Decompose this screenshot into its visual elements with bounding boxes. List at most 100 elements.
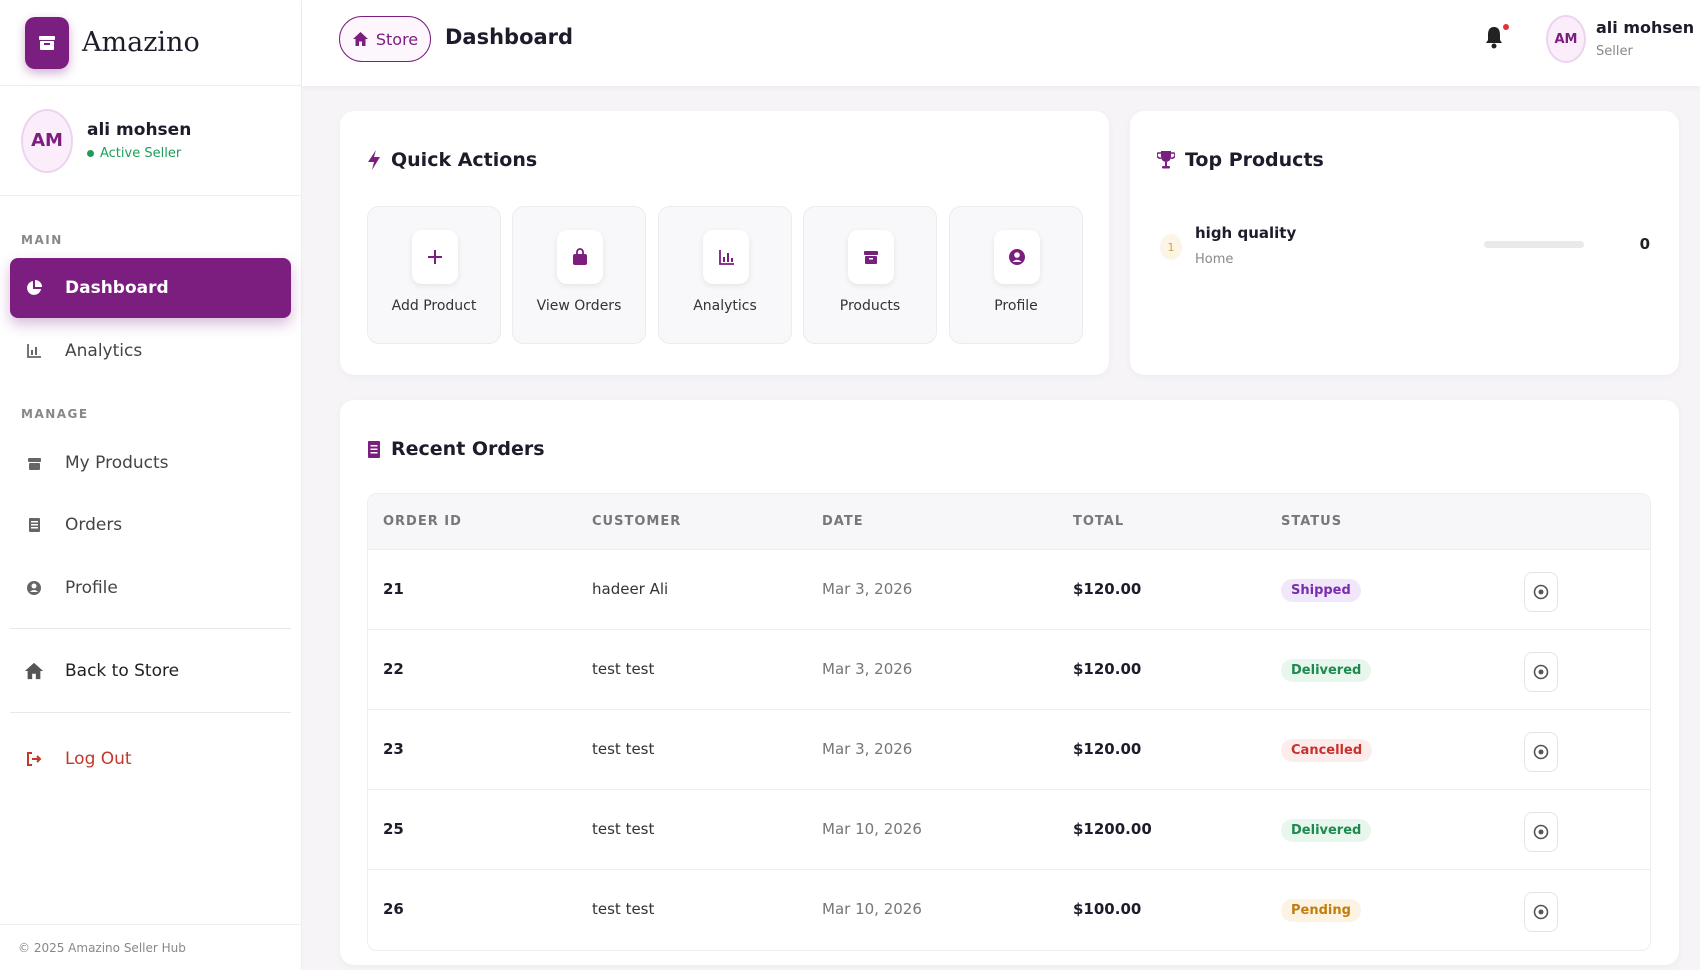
sidebar-item-orders[interactable]: Orders	[10, 495, 291, 555]
view-order-button[interactable]	[1524, 732, 1558, 772]
avatar: AM	[21, 108, 73, 173]
sidebar-item-back-to-store[interactable]: Back to Store	[10, 641, 291, 701]
lightning-icon	[368, 150, 380, 170]
status-badge: Cancelled	[1281, 739, 1373, 762]
store-logo-icon	[25, 16, 69, 69]
column-header-status[interactable]: STATUS	[1281, 514, 1343, 529]
status-dot-icon	[87, 150, 94, 157]
sidebar-item-label: Log Out	[65, 749, 132, 769]
order-id: 25	[383, 820, 404, 838]
quick-action-label: Profile	[994, 298, 1038, 314]
product-name: high quality	[1195, 224, 1297, 242]
quick-action-label: Analytics	[693, 298, 757, 314]
status-badge: Delivered	[1281, 819, 1372, 842]
table-row[interactable]: 22 test test Mar 3, 2026 $120.00 Deliver…	[368, 630, 1650, 710]
view-order-button[interactable]	[1524, 812, 1558, 852]
user-name: ali mohsen	[87, 120, 192, 140]
quick-actions-title: Quick Actions	[391, 149, 538, 171]
store-button-label: Store	[375, 29, 419, 49]
table-row[interactable]: 26 test test Mar 10, 2026 $100.00 Pendin…	[368, 870, 1650, 950]
section-label-manage: MANAGE	[21, 407, 89, 421]
analytics-button[interactable]: Analytics	[658, 206, 792, 344]
eye-icon	[1533, 584, 1549, 600]
table-row[interactable]: 23 test test Mar 3, 2026 $120.00 Cancell…	[368, 710, 1650, 790]
receipt-icon	[24, 517, 44, 533]
view-order-button[interactable]	[1524, 652, 1558, 692]
add-product-button[interactable]: Add Product	[367, 206, 501, 344]
brand[interactable]: Amazino	[0, 0, 301, 86]
store-button[interactable]: Store	[339, 16, 431, 62]
order-customer: test test	[592, 900, 655, 918]
table-row[interactable]: 25 test test Mar 10, 2026 $1200.00 Deliv…	[368, 790, 1650, 870]
quick-actions-card: Quick Actions Add Product View Orders An…	[340, 111, 1109, 375]
sidebar-item-profile[interactable]: Profile	[10, 558, 291, 618]
sidebar-item-label: Back to Store	[65, 661, 180, 681]
order-id: 26	[383, 900, 404, 918]
column-header-customer[interactable]: CUSTOMER	[592, 514, 682, 529]
product-sales-value: 0	[1639, 235, 1650, 253]
user-circle-icon	[24, 580, 44, 596]
sidebar-item-label: Profile	[65, 578, 118, 598]
order-total: $100.00	[1073, 900, 1142, 918]
order-date: Mar 10, 2026	[822, 900, 922, 918]
recent-orders-header: Recent Orders	[367, 438, 545, 460]
quick-action-label: Add Product	[391, 298, 477, 314]
column-header-total[interactable]: TOTAL	[1073, 514, 1125, 529]
shopping-bag-icon	[557, 230, 603, 284]
page-title: Dashboard	[445, 25, 574, 49]
section-label-main: MAIN	[21, 233, 63, 247]
sidebar-item-logout[interactable]: Log Out	[10, 729, 291, 789]
order-total: $120.00	[1073, 580, 1142, 598]
products-button[interactable]: Products	[803, 206, 937, 344]
user-circle-icon	[994, 230, 1040, 284]
order-total: $120.00	[1073, 660, 1142, 678]
order-customer: hadeer Ali	[592, 580, 669, 598]
sidebar-item-analytics[interactable]: Analytics	[10, 321, 291, 381]
view-order-button[interactable]	[1524, 892, 1558, 932]
sidebar-item-label: Orders	[65, 515, 123, 535]
top-products-header: Top Products	[1157, 149, 1324, 171]
recent-orders-title: Recent Orders	[391, 438, 545, 460]
chart-icon	[703, 230, 749, 284]
order-date: Mar 10, 2026	[822, 820, 922, 838]
user-status-label: Active Seller	[100, 146, 182, 161]
quick-action-label: Products	[839, 298, 901, 314]
order-date: Mar 3, 2026	[822, 740, 913, 758]
order-customer: test test	[592, 660, 655, 678]
box-icon	[848, 230, 894, 284]
sidebar-item-label: Dashboard	[65, 278, 169, 298]
column-header-date[interactable]: DATE	[822, 514, 864, 529]
header-avatar[interactable]: AM	[1546, 15, 1586, 63]
header-user[interactable]: ali mohsen Seller	[1596, 18, 1694, 59]
order-date: Mar 3, 2026	[822, 580, 913, 598]
sidebar-item-products[interactable]: My Products	[10, 433, 291, 493]
sidebar: Amazino AM ali mohsen Active Seller MAIN…	[0, 0, 302, 970]
bell-icon	[1486, 27, 1502, 49]
eye-icon	[1533, 904, 1549, 920]
copyright: © 2025 Amazino Seller Hub	[0, 924, 302, 970]
table-row[interactable]: 21 hadeer Ali Mar 3, 2026 $120.00 Shippe…	[368, 550, 1650, 630]
notifications-button[interactable]	[1483, 24, 1509, 54]
profile-button[interactable]: Profile	[949, 206, 1083, 344]
quick-action-label: View Orders	[536, 298, 622, 314]
order-total: $1200.00	[1073, 820, 1152, 838]
order-customer: test test	[592, 740, 655, 758]
chart-icon	[24, 343, 44, 359]
top-header: Store Dashboard AM ali mohsen Seller	[302, 0, 1700, 86]
order-id: 23	[383, 740, 404, 758]
header-user-name: ali mohsen	[1596, 18, 1695, 37]
eye-icon	[1533, 744, 1549, 760]
column-header-order-id[interactable]: ORDER ID	[383, 514, 462, 529]
view-order-button[interactable]	[1524, 572, 1558, 612]
brand-name: Amazino	[82, 27, 200, 58]
orders-table: ORDER ID CUSTOMER DATE TOTAL STATUS 21 h…	[367, 493, 1651, 951]
status-badge: Delivered	[1281, 659, 1372, 682]
product-category: Home	[1195, 252, 1234, 267]
product-rank: 1	[1160, 234, 1182, 260]
view-orders-button[interactable]: View Orders	[512, 206, 646, 344]
sidebar-item-label: Analytics	[65, 341, 143, 361]
receipt-icon	[368, 440, 380, 458]
eye-icon	[1533, 664, 1549, 680]
sidebar-item-dashboard[interactable]: Dashboard	[10, 258, 291, 318]
product-sales-bar	[1484, 241, 1584, 248]
